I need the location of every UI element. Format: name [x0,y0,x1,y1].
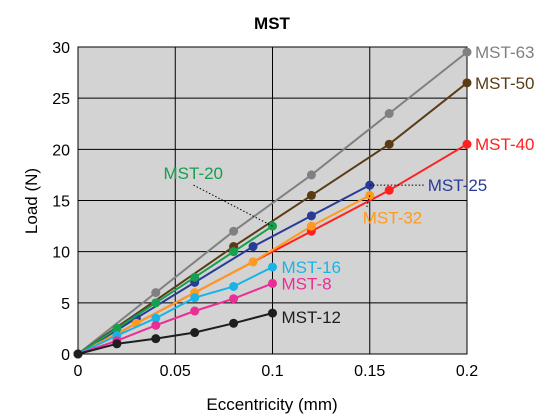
data-point [248,257,258,267]
data-point [229,247,239,257]
data-point [268,262,277,272]
series-line-mst-25 [77,184,371,355]
y-tick-labels: 0 5 10 15 20 25 30 [52,40,70,364]
data-point [190,328,200,338]
y-tick-label: 5 [61,296,70,313]
series-mst-12 [73,308,277,359]
leader-lines [193,184,424,227]
data-point [112,323,122,333]
data-point [229,294,239,304]
data-point [462,78,472,88]
series-label-mst-32: MST-32 [363,208,423,227]
series-line-mst-12 [77,312,273,355]
data-point [229,226,239,236]
series-label-mst-20: MST-20 [164,164,224,183]
y-tick-label: 25 [52,91,70,108]
series-line-mst-16 [77,266,273,355]
series-label-mst-40: MST-40 [475,135,535,154]
grid [77,46,468,355]
data-point [268,278,277,288]
data-point [384,109,394,119]
data-point [462,139,472,149]
series-layer [73,47,472,359]
x-tick-label: 0.05 [160,363,191,380]
series-line-mst-63 [77,51,468,355]
series-mst-8 [73,278,277,359]
data-point [112,339,122,349]
data-point [151,298,161,308]
data-point [190,272,200,282]
x-tick-label: 0.2 [456,363,478,380]
data-point [229,318,239,328]
y-tick-label: 10 [52,245,70,262]
series-label-mst-8: MST-8 [282,274,332,293]
x-tick-label: 0.15 [354,363,385,380]
data-point [462,47,472,57]
series-label-mst-12: MST-12 [282,308,342,327]
x-tick-label: 0.1 [261,363,283,380]
plot-frame [77,46,468,355]
data-point [384,139,394,149]
leader-line [193,184,273,227]
chart-title: MST [254,14,291,33]
y-tick-label: 30 [52,40,70,57]
data-point [306,170,316,180]
data-point [384,185,394,195]
data-point [190,293,200,303]
series-labels: MST-63 MST-50 MST-40 MST-25 MST-32 MST-20 MST-… [164,43,535,327]
data-point [73,349,83,359]
series-label-mst-63: MST-63 [475,43,535,62]
data-point [151,313,161,323]
series-line-mst-8 [77,282,273,355]
series-line-mst-20 [77,225,274,355]
series-label-mst-16: MST-16 [282,258,342,277]
x-tick-labels: 0 0.05 0.1 0.15 0.2 [74,363,479,380]
y-tick-label: 15 [52,194,70,211]
data-point [151,320,161,330]
data-point [248,242,258,252]
series-line-mst-32 [77,194,371,355]
y-tick-label: 20 [52,142,70,159]
x-axis-label: Eccentricity (mm) [206,395,337,414]
series-label-mst-50: MST-50 [475,74,535,93]
data-point [229,281,239,291]
data-point [151,288,161,298]
series-label-mst-25: MST-25 [428,176,488,195]
data-point [190,306,200,316]
data-point [306,221,316,231]
data-point [268,308,277,318]
data-point [151,334,161,344]
y-axis-label: Load (N) [22,168,41,234]
y-tick-label: 0 [61,347,70,364]
x-tick-label: 0 [74,363,83,380]
data-point [306,211,316,221]
data-point [306,190,316,200]
